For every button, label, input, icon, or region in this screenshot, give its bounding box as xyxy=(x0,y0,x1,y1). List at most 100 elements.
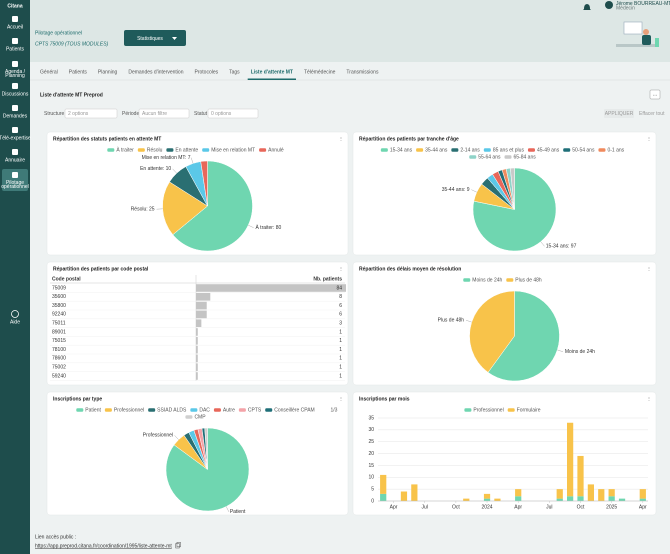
card-title: Répartition des statuts patients en atte… xyxy=(53,136,161,142)
menu-item[interactable]: Accueil xyxy=(7,24,23,30)
card-menu[interactable]: ⋮ xyxy=(339,266,344,272)
clear-button[interactable]: Effacer tout xyxy=(639,111,665,117)
legend-item[interactable]: En attente xyxy=(166,147,198,153)
legend-item[interactable]: 50-54 ans xyxy=(563,147,595,153)
filter-value[interactable]: 0 options xyxy=(211,111,232,117)
legend-item[interactable]: CMP xyxy=(185,414,206,420)
legend-item[interactable]: Conseillère CPAM xyxy=(265,407,315,413)
filter-select[interactable] xyxy=(138,108,190,119)
tab[interactable]: Transmissions xyxy=(346,69,379,75)
legend-item[interactable]: Autre xyxy=(213,407,235,413)
legend-item[interactable]: Résolu xyxy=(137,147,163,153)
legend-item[interactable]: 35-44 ans xyxy=(416,147,448,153)
menu-item[interactable]: Patients xyxy=(6,46,25,52)
menu-icon xyxy=(12,127,18,133)
legend-label: Formulaire xyxy=(517,407,541,413)
legend-label: Professionnel xyxy=(473,407,503,413)
legend-label: CMP xyxy=(194,414,206,420)
legend-swatch xyxy=(104,408,112,412)
card-title: Répartition des patients par code postal xyxy=(53,266,149,272)
illustration-screen xyxy=(623,21,643,35)
y-tick-label: 5 xyxy=(371,486,374,492)
legend-swatch xyxy=(507,408,515,412)
value-bar xyxy=(196,319,202,327)
menu-icon xyxy=(12,16,18,22)
legend-item[interactable]: 55-64 ans xyxy=(469,154,501,160)
legend-swatch xyxy=(202,148,210,152)
section-title: Liste d'attente MT Preprod xyxy=(40,92,103,98)
active-tab-underline xyxy=(247,78,296,80)
legend-pager[interactable]: 1/3 xyxy=(331,407,338,413)
tab[interactable]: Protocoles xyxy=(195,69,219,75)
tab[interactable]: Télémédecine xyxy=(304,69,336,75)
legend-item[interactable]: SSIAD ALDS xyxy=(148,407,187,413)
user-role: Médecin xyxy=(616,5,635,11)
public-url[interactable]: https://app.preprod.citana.fr/coordinati… xyxy=(35,543,172,549)
filter-select[interactable] xyxy=(64,108,118,119)
legend-item[interactable]: 2-14 ans xyxy=(451,147,480,153)
pie-slice xyxy=(200,160,208,207)
bar-segment xyxy=(515,496,522,501)
legend-label: À traiter xyxy=(116,146,134,153)
more-button[interactable] xyxy=(649,89,661,100)
menu-item[interactable]: Discussions xyxy=(2,91,29,97)
legend-item[interactable]: 0-1 ans xyxy=(598,147,625,153)
bell-icon[interactable] xyxy=(583,4,591,10)
legend-item[interactable]: 15-34 ans xyxy=(380,147,413,153)
value-bar xyxy=(196,310,207,319)
legend-item[interactable]: DAC xyxy=(190,407,210,413)
tab[interactable]: Tags xyxy=(229,69,240,75)
tab[interactable]: Planning xyxy=(98,69,118,75)
card-menu[interactable]: ⋮ xyxy=(339,396,344,402)
stats-button-label[interactable]: Statistiques xyxy=(137,36,163,42)
legend-swatch xyxy=(463,278,471,282)
filter-select[interactable] xyxy=(207,108,259,119)
legend-item[interactable]: 65-84 ans xyxy=(504,154,537,160)
filter-value[interactable]: 2 options xyxy=(68,111,89,117)
legend-item[interactable]: Patient xyxy=(76,407,101,413)
menu-item[interactable]: Agenda / Planning xyxy=(5,69,26,79)
copy-icon-back xyxy=(176,542,181,548)
tab[interactable]: Patients xyxy=(69,69,88,75)
tab[interactable]: Général xyxy=(40,69,58,75)
pie-slice xyxy=(204,427,208,470)
menu-item[interactable]: Pilotage opérationnel xyxy=(1,180,29,190)
tab[interactable]: Demandes d'intervention xyxy=(128,69,183,75)
label-leader xyxy=(190,157,194,164)
filter-value[interactable]: Aucun filtre xyxy=(142,111,167,117)
value-bar xyxy=(196,337,198,345)
postal-code: 89001 xyxy=(52,329,66,335)
pie-slice xyxy=(487,290,560,382)
copy-icon[interactable] xyxy=(175,543,180,549)
legend-item[interactable]: Mise en relation MT xyxy=(202,147,255,153)
tab[interactable]: Liste d'attente MT xyxy=(251,69,293,75)
menu-item[interactable]: Télé-expertise xyxy=(0,135,31,141)
legend-item[interactable]: Formulaire xyxy=(507,407,541,413)
slice-label: À traiter: 80 xyxy=(255,224,281,231)
apply-button[interactable] xyxy=(604,109,634,118)
menu-item[interactable]: Demandes xyxy=(3,113,28,119)
help-link[interactable]: Aide xyxy=(10,319,20,325)
menu-item[interactable]: Annuaire xyxy=(5,157,25,163)
card-menu[interactable]: ⋮ xyxy=(647,396,652,402)
legend-item[interactable]: 45-49 ans xyxy=(527,147,560,153)
legend-item[interactable]: CPTS xyxy=(238,407,262,413)
legend-item[interactable]: Moins de 24h xyxy=(463,277,503,283)
legend-item[interactable]: À traiter xyxy=(107,146,134,153)
legend-item[interactable]: Professionnel xyxy=(464,407,504,413)
card-menu[interactable]: ⋮ xyxy=(647,136,652,142)
legend-label: Autre xyxy=(223,407,235,413)
stats-button[interactable] xyxy=(124,30,186,46)
legend-item[interactable]: Plus de 48h xyxy=(506,277,542,283)
bar-segment xyxy=(400,491,408,501)
legend-item[interactable]: Professionnel xyxy=(104,407,144,413)
avatar[interactable] xyxy=(605,1,613,9)
legend-item[interactable]: 85 ans et plus xyxy=(483,147,525,153)
label-leader xyxy=(174,435,179,440)
card-menu[interactable]: ⋮ xyxy=(339,136,344,142)
card-menu[interactable]: ⋮ xyxy=(647,266,652,272)
postal-code: 78600 xyxy=(52,356,66,362)
bar-segment xyxy=(608,489,615,497)
legend-item[interactable]: Annulé xyxy=(259,147,284,153)
apply-button-label[interactable]: APPLIQUER xyxy=(605,111,634,117)
